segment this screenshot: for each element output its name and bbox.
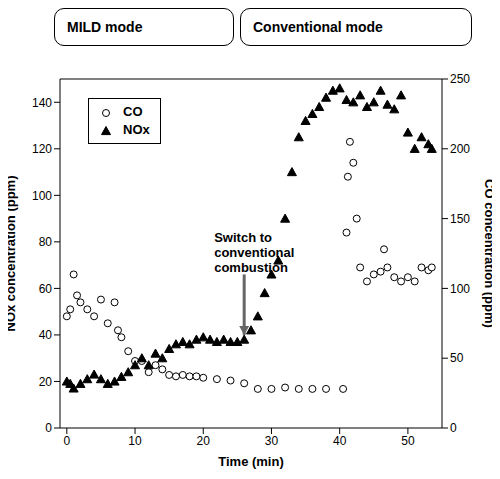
svg-text:10: 10	[128, 434, 142, 448]
svg-text:Switch toconventionalcombustio: Switch toconventionalcombustion	[214, 230, 294, 275]
svg-text:60: 60	[39, 282, 53, 296]
html-text:MILD mode: MILD mode	[67, 19, 143, 35]
html-text:CO: CO	[123, 104, 143, 119]
svg-text:30: 30	[265, 434, 279, 448]
html-text:Conventional mode: Conventional mode	[253, 19, 383, 35]
svg-text:0: 0	[63, 434, 70, 448]
svg-text:0: 0	[45, 421, 52, 435]
svg-text:50: 50	[450, 351, 464, 365]
svg-text:100: 100	[450, 282, 470, 296]
svg-text:Time (min): Time (min)	[218, 454, 284, 469]
svg-text:NOx concentration (ppm): NOx concentration (ppm)	[8, 175, 18, 331]
svg-text:200: 200	[450, 142, 470, 156]
svg-text:140: 140	[32, 96, 52, 110]
html-text:NOx: NOx	[123, 122, 150, 137]
svg-text:50: 50	[401, 434, 415, 448]
svg-text:150: 150	[450, 212, 470, 226]
svg-text:40: 40	[333, 434, 347, 448]
svg-text:40: 40	[39, 328, 53, 342]
svg-text:CO concentration (ppm): CO concentration (ppm)	[482, 179, 492, 328]
svg-text:20: 20	[197, 434, 211, 448]
svg-text:80: 80	[39, 235, 53, 249]
svg-text:100: 100	[32, 189, 52, 203]
svg-text:0: 0	[450, 421, 457, 435]
svg-text:20: 20	[39, 375, 53, 389]
svg-text:120: 120	[32, 142, 52, 156]
svg-text:250: 250	[450, 72, 470, 86]
